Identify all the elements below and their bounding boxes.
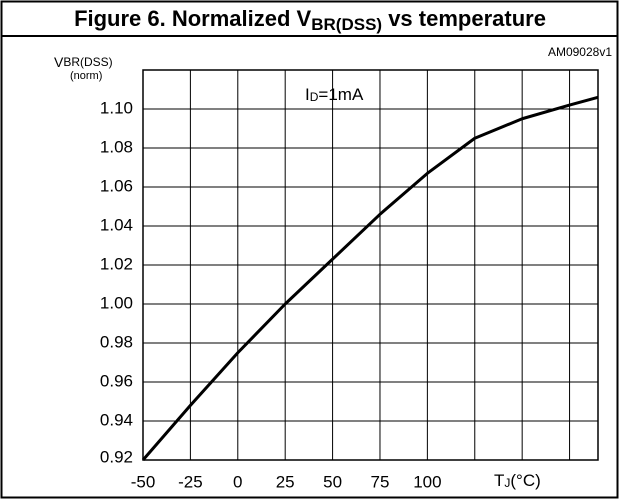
y-tick-label: 0.92 [100, 447, 133, 466]
y-tick-label: 1.00 [100, 293, 133, 312]
y-axis-label: VBR(DSS) [54, 54, 113, 70]
annotation-text: =1mA [318, 85, 364, 104]
x-tick-label: -25 [178, 472, 203, 491]
x-tick-label: 25 [276, 472, 295, 491]
chart-title: Figure 6. Normalized VBR(DSS) vs tempera… [74, 6, 546, 35]
figure-code: AM09028v1 [548, 45, 612, 59]
y-tick-label: 1.06 [100, 176, 133, 195]
y-label-text: V [54, 54, 64, 70]
title-text: Figure 6. Normalized V [74, 6, 311, 31]
x-tick-label: 75 [371, 472, 390, 491]
x-tick-label: 50 [323, 472, 342, 491]
y-tick-label: 1.08 [100, 137, 133, 156]
annotation-text: I [305, 85, 310, 104]
annotation: ID=1mA [305, 85, 364, 104]
y-axis-unit: (norm) [70, 70, 102, 82]
data-line [141, 95, 599, 461]
x-tick-label: 100 [413, 472, 441, 491]
y-tick-label: 1.02 [100, 254, 133, 273]
x-label-text: T [494, 471, 504, 490]
y-tick-label: 0.98 [100, 332, 133, 351]
y-tick-label: 0.96 [100, 371, 133, 390]
y-tick-label: 1.04 [100, 215, 133, 234]
y-tick-label: 0.94 [100, 410, 133, 429]
y-tick-label: 1.10 [100, 98, 133, 117]
x-tick-label: 0 [233, 472, 242, 491]
y-label-sub: BR(DSS) [63, 55, 112, 69]
x-tick-label: -50 [131, 472, 156, 491]
x-axis-label: TJ(°C) [494, 471, 541, 490]
x-label-sub: J [504, 476, 510, 490]
title-subscript: BR(DSS) [311, 15, 382, 34]
x-label-text: (°C) [510, 471, 540, 490]
title-text: vs temperature [382, 6, 546, 31]
annotation-sub: D [310, 90, 319, 104]
